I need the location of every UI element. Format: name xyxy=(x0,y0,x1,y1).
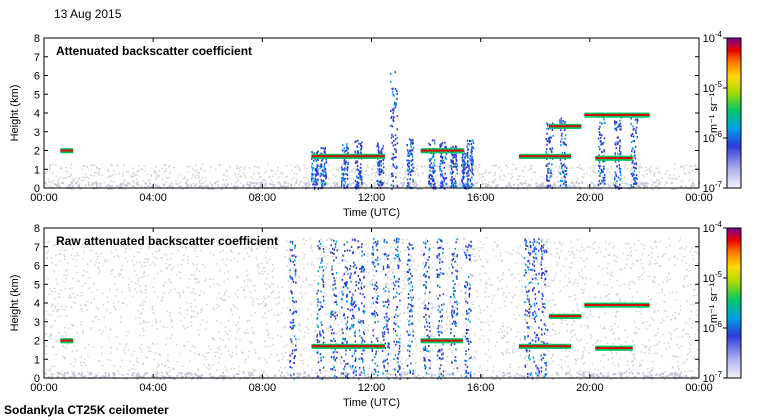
colorbar-tick-label: 10-6 xyxy=(703,130,723,145)
date-label: 13 Aug 2015 xyxy=(54,7,122,21)
y-tick-label: 0 xyxy=(34,373,40,385)
x-tick-label: 16:00 xyxy=(467,382,495,394)
y-tick-label: 6 xyxy=(34,71,40,83)
y-tick-label: 4 xyxy=(34,108,40,120)
panel-title: Raw attenuated backscatter coefficient xyxy=(56,234,278,248)
y-tick-label: 1 xyxy=(34,164,40,176)
x-tick-label: 08:00 xyxy=(249,382,277,394)
x-tick-label: 04:00 xyxy=(139,382,167,394)
y-tick-label: 4 xyxy=(34,298,40,310)
colorbar-tick-label: 10-6 xyxy=(703,320,723,335)
colorbar-tick-label: 10-5 xyxy=(703,270,723,285)
x-tick-label: 08:00 xyxy=(249,192,277,204)
colorbar-tick-label: 10-7 xyxy=(703,180,723,195)
y-tick-label: 5 xyxy=(34,279,40,291)
y-tick-label: 3 xyxy=(34,127,40,139)
colorbar-tick-label: 10-5 xyxy=(703,80,723,95)
colorbar-tick-label: 10-4 xyxy=(703,30,723,45)
x-tick-label: 20:00 xyxy=(576,192,604,204)
x-tick-label: 16:00 xyxy=(467,192,495,204)
panel-1: 00:00 04:00 08:00 12:00 16:00 20:00 00:0001234… xyxy=(9,30,742,219)
colorbar xyxy=(726,227,742,379)
y-tick-label: 8 xyxy=(34,33,40,45)
backscatter-texture xyxy=(44,71,701,190)
y-axis-label: Height (km) xyxy=(9,275,21,332)
x-tick-label: 04:00 xyxy=(139,192,167,204)
colorbar-label: m⁻¹ sr⁻¹ xyxy=(708,93,720,134)
colorbar-tick-label: 10-4 xyxy=(703,220,723,235)
y-tick-label: 0 xyxy=(34,183,40,195)
colorbar-label: m⁻¹ sr⁻¹ xyxy=(708,283,720,324)
backscatter-texture xyxy=(44,237,701,380)
y-tick-label: 6 xyxy=(34,261,40,273)
y-axis-label: Height (km) xyxy=(9,85,21,142)
x-axis-label: Time (UTC) xyxy=(343,207,400,219)
y-tick-label: 5 xyxy=(34,89,40,101)
y-tick-label: 3 xyxy=(34,317,40,329)
instrument-label: Sodankyla CT25K ceilometer xyxy=(4,403,169,417)
x-tick-label: 20:00 xyxy=(576,382,604,394)
x-tick-label: 00:00 xyxy=(30,382,58,394)
x-tick-label: 00:00 xyxy=(30,192,58,204)
y-tick-label: 7 xyxy=(34,52,40,64)
y-tick-label: 8 xyxy=(34,223,40,235)
x-tick-label: 00:00 xyxy=(685,192,713,204)
x-tick-label: 12:00 xyxy=(358,192,386,204)
y-tick-label: 2 xyxy=(34,336,40,348)
x-tick-label: 12:00 xyxy=(358,382,386,394)
y-tick-label: 7 xyxy=(34,242,40,254)
panel-title: Attenuated backscatter coefficient xyxy=(56,44,252,58)
x-axis-label: Time (UTC) xyxy=(343,397,400,409)
y-tick-label: 2 xyxy=(34,146,40,158)
colorbar xyxy=(726,37,742,189)
y-tick-label: 1 xyxy=(34,354,40,366)
panel-2: 00:00 04:00 08:00 12:00 16:00 20:00 00:0001234… xyxy=(9,220,742,409)
colorbar-tick-label: 10-7 xyxy=(703,370,723,385)
x-tick-label: 00:00 xyxy=(685,382,713,394)
